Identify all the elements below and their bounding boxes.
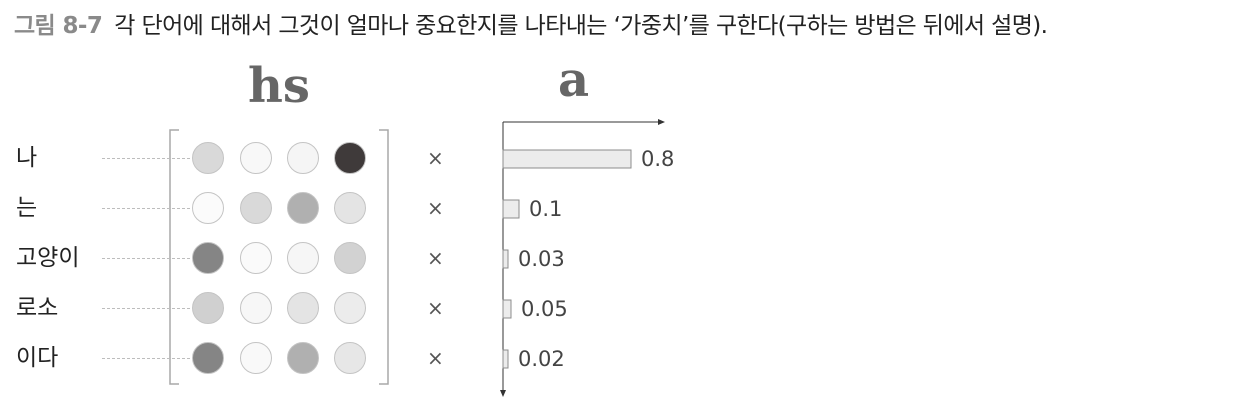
- word-connector-dashed-line: [102, 258, 190, 259]
- word-label: 이다: [16, 345, 59, 371]
- hs-vector-cell: [192, 242, 224, 274]
- matrix-left-bracket: [169, 129, 179, 385]
- weight-value-label: 0.02: [518, 347, 565, 371]
- weight-bar: [502, 199, 520, 219]
- multiply-sign: ×: [427, 296, 444, 320]
- weight-bars: [502, 149, 632, 369]
- hs-vector-cell: [287, 292, 319, 324]
- multiply-sign: ×: [427, 346, 444, 370]
- word-label: 고양이: [16, 245, 80, 271]
- multiply-sign: ×: [427, 146, 444, 170]
- weight-bar: [502, 149, 632, 169]
- multiply-sign: ×: [427, 196, 444, 220]
- word-label: 나: [16, 145, 38, 171]
- hs-vector-cell: [240, 242, 272, 274]
- hs-vector-cell: [287, 242, 319, 274]
- hs-vector-cell: [287, 192, 319, 224]
- hs-vector-cell: [334, 342, 366, 374]
- hs-vector-cell: [334, 142, 366, 174]
- weight-y-axis-arrow: [500, 390, 506, 397]
- hs-vector-cell: [287, 142, 319, 174]
- word-connector-dashed-line: [102, 158, 190, 159]
- hs-vector-cell: [240, 342, 272, 374]
- weight-bar: [502, 349, 509, 369]
- word-label: 로소: [16, 295, 59, 321]
- hs-vector-cell: [287, 342, 319, 374]
- hs-vector-cell: [192, 342, 224, 374]
- weight-x-axis-arrow: [658, 119, 665, 125]
- hs-vector-cell: [192, 142, 224, 174]
- hs-vector-cell: [240, 142, 272, 174]
- figure-caption: 그림 8-7 각 단어에 대해서 그것이 얼마나 중요한지를 나타내는 ‘가중치’…: [14, 10, 1048, 42]
- hs-vector-cell: [334, 192, 366, 224]
- weight-value-label: 0.05: [521, 297, 568, 321]
- word-label: 는: [16, 195, 38, 221]
- weight-value-label: 0.8: [641, 147, 675, 171]
- hs-vector-cell: [334, 242, 366, 274]
- hs-label: hs: [248, 58, 310, 114]
- figure-caption-text: 각 단어에 대해서 그것이 얼마나 중요한지를 나타내는 ‘가중치’를 구한다(…: [114, 13, 1048, 39]
- weight-value-label: 0.1: [529, 197, 563, 221]
- hs-vector-cell: [192, 292, 224, 324]
- weight-bar: [502, 299, 512, 319]
- figure-number: 그림 8-7: [14, 13, 103, 39]
- weight-value-label: 0.03: [518, 247, 565, 271]
- weight-bar: [502, 249, 509, 269]
- multiply-sign: ×: [427, 246, 444, 270]
- word-connector-dashed-line: [102, 208, 190, 209]
- hs-vector-cell: [334, 292, 366, 324]
- matrix-right-bracket: [379, 129, 389, 385]
- a-label: a: [558, 52, 590, 108]
- hs-vector-cell: [240, 192, 272, 224]
- hs-vector-cell: [240, 292, 272, 324]
- word-connector-dashed-line: [102, 358, 190, 359]
- hs-vector-cell: [192, 192, 224, 224]
- word-connector-dashed-line: [102, 308, 190, 309]
